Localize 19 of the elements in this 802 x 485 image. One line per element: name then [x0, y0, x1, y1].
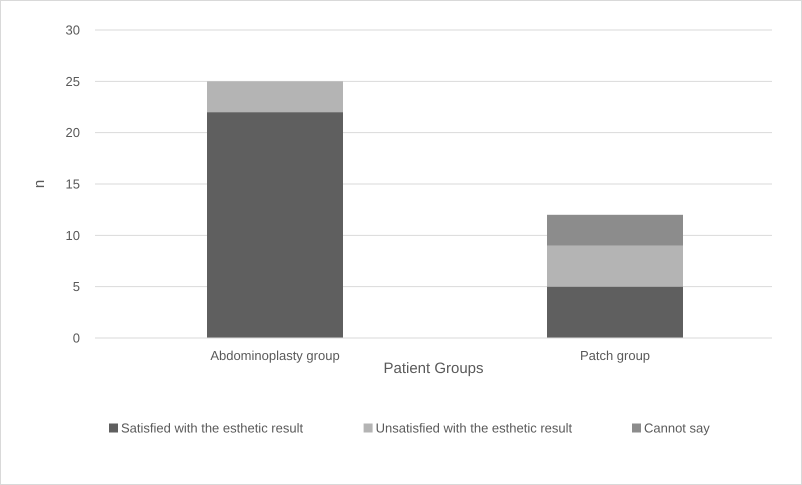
y-tick-label: 5	[72, 279, 80, 294]
legend-label: Satisfied with the esthetic result	[121, 420, 304, 436]
y-tick-label: 15	[66, 176, 80, 192]
bar	[547, 214, 683, 246]
bar	[207, 81, 343, 112]
y-tick-label: 0	[72, 330, 80, 346]
legend-label: Cannot say	[644, 420, 710, 436]
y-tick-label: 10	[66, 228, 80, 243]
x-tick-label: Patch group	[580, 348, 650, 363]
y-axis-title: n	[31, 180, 48, 188]
bar	[207, 112, 343, 338]
y-tick-label: 30	[66, 22, 80, 38]
y-tick-label: 25	[66, 74, 80, 89]
x-tick-label: Abdominoplasty group	[210, 348, 340, 363]
legend-label: Unsatisfied with the esthetic result	[376, 420, 573, 436]
y-tick-label: 20	[66, 125, 80, 140]
bar	[547, 286, 683, 338]
x-axis-title: Patient Groups	[383, 360, 484, 377]
bar	[547, 246, 683, 287]
